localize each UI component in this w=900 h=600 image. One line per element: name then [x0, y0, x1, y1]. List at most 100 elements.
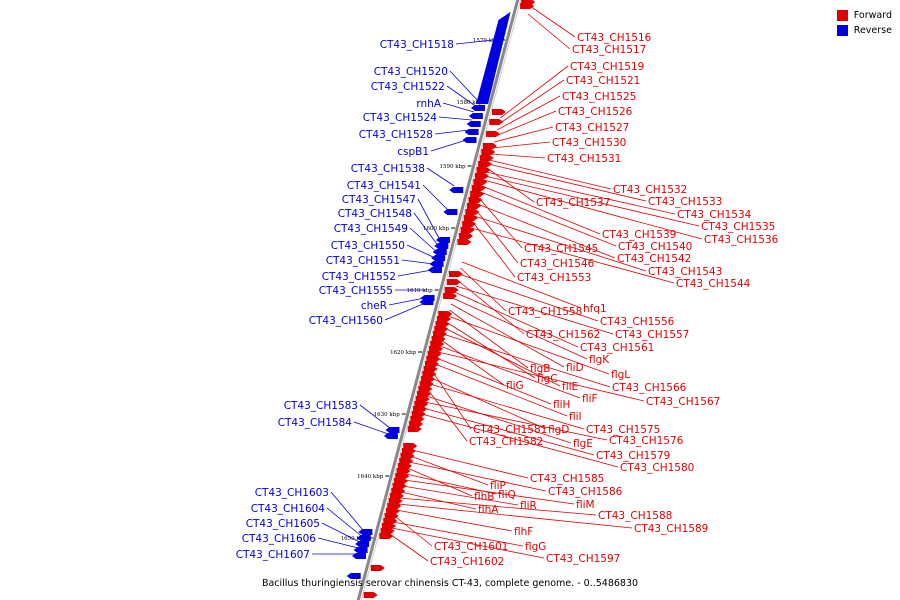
reverse-leader-line [422, 184, 449, 211]
forward-leader-line [460, 267, 507, 312]
forward-gene-label: CT43_CH1588 [598, 510, 672, 522]
reverse-gene [434, 243, 449, 249]
reverse-leader-line [397, 269, 433, 277]
forward-gene [436, 316, 451, 322]
forward-leader-line [527, 13, 571, 50]
forward-gene [479, 155, 494, 161]
forward-gene [419, 381, 434, 387]
forward-gene-label: flgB [530, 363, 550, 375]
forward-gene-label: flgE [573, 438, 593, 450]
forward-gene [473, 179, 488, 185]
forward-gene-label: flhF [514, 526, 533, 538]
forward-leader-line [399, 497, 597, 516]
forward-leader-line [529, 5, 576, 38]
reverse-gene [352, 553, 367, 559]
forward-gene-label: CT43_CH1581 [473, 424, 547, 436]
reverse-gene-label: cspB1 [397, 146, 429, 158]
forward-gene-label: flgG [525, 541, 546, 553]
forward-gene-label: CT43_CH1521 [566, 75, 640, 87]
forward-leader-line [453, 291, 579, 348]
reverse-gene [356, 535, 371, 541]
forward-gene [432, 331, 447, 337]
forward-gene-label: fliD [566, 362, 584, 374]
reverse-gene [449, 187, 464, 193]
forward-gene-label: CT43_CH1542 [617, 253, 691, 265]
forward-gene-label: flgD [548, 424, 569, 436]
reverse-gene-label: CT43_CH1538 [351, 163, 425, 175]
reverse-gene-block [476, 12, 511, 104]
reverse-leader-line [434, 129, 470, 135]
forward-gene [388, 498, 403, 504]
forward-gene [411, 411, 426, 417]
forward-leader-line [407, 467, 473, 497]
reverse-gene-label: CT43_CH1560 [309, 315, 383, 327]
reverse-leader-line [330, 491, 364, 531]
forward-leader-line [396, 509, 513, 532]
reverse-gene [443, 209, 458, 215]
forward-gene [370, 565, 385, 571]
forward-gene [392, 483, 407, 489]
forward-gene [385, 508, 400, 514]
forward-leader-line [402, 485, 519, 506]
forward-gene-label: CT43_CH1535 [701, 221, 775, 233]
forward-leader-line [500, 65, 569, 119]
forward-gene [384, 513, 399, 519]
reverse-gene [466, 121, 481, 127]
reverse-leader-line [406, 244, 436, 259]
reverse-gene [353, 547, 368, 553]
leader-line-layer [312, 5, 703, 562]
forward-gene-label: CT43_CH1526 [558, 106, 633, 118]
reverse-leader-line [326, 507, 362, 537]
tick-label: 1640 kbp [357, 474, 384, 480]
reverse-gene-label: CT43_CH1547 [342, 194, 416, 206]
forward-leader-line [488, 163, 647, 202]
forward-leader-line [493, 126, 554, 143]
reverse-gene [419, 299, 434, 305]
forward-gene [403, 443, 418, 449]
forward-leader-line [434, 363, 568, 417]
forward-gene-label: CT43_CH1589 [634, 523, 708, 535]
reverse-gene [355, 541, 370, 547]
forward-gene-label: CT43_CH1539 [602, 229, 676, 241]
forward-gene [421, 376, 436, 382]
forward-gene [409, 421, 424, 427]
forward-gene-label: fliI [569, 411, 582, 423]
tick-label: 1590 kbp [439, 164, 466, 170]
reverse-leader-line [446, 85, 476, 107]
forward-leader-line [482, 185, 601, 235]
reverse-leader-line [317, 537, 359, 549]
reverse-leader-line [413, 212, 439, 247]
forward-gene-label: fliM [576, 499, 595, 511]
reverse-gene-label: CT43_CH1551 [326, 255, 400, 267]
reverse-leader-line [384, 303, 424, 321]
forward-leader-line [447, 315, 610, 375]
forward-gene-label: fliF [582, 393, 598, 405]
legend-forward-label: Forward [853, 10, 892, 21]
forward-gene-label: fliR [520, 500, 537, 512]
forward-gene-label: CT43_CH1553 [517, 272, 591, 284]
forward-swatch [836, 10, 848, 21]
forward-leader-line [394, 515, 433, 547]
forward-leader-line [480, 191, 617, 247]
forward-gene [423, 366, 438, 372]
tick-label: 1630 kbp [374, 412, 401, 418]
forward-gene [380, 528, 395, 534]
reverse-gene [427, 267, 442, 273]
forward-gene [491, 109, 506, 115]
forward-gene-label: CT43_CH1566 [612, 382, 687, 394]
reverse-gene-label: CT43_CH1548 [338, 208, 412, 220]
forward-gene-label: CT43_CH1576 [609, 435, 684, 447]
forward-gene [476, 167, 491, 173]
forward-gene-label: CT43_CH1602 [430, 556, 504, 568]
forward-gene [481, 149, 496, 155]
reverse-leader-line [430, 139, 467, 152]
forward-gene [414, 401, 429, 407]
forward-gene-label: fliH [553, 399, 570, 411]
reverse-leader-line [417, 198, 441, 241]
forward-leader-line [441, 339, 505, 386]
forward-leader-line [445, 321, 536, 379]
forward-gene [427, 351, 442, 357]
forward-gene [460, 227, 475, 233]
forward-gene-label: CT43_CH1557 [615, 329, 689, 341]
forward-leader-line [429, 383, 585, 430]
